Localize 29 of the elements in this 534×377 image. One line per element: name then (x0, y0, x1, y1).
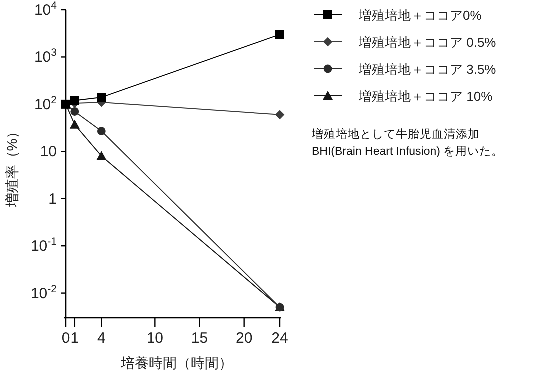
y-tick-label: 10$^{3}$ (34, 47, 58, 66)
point (96, 151, 107, 160)
legend-label: 増殖培地＋ココア 3.5% (358, 62, 497, 77)
point (275, 110, 285, 120)
point (276, 30, 284, 40)
x-tick-label: 1 (70, 330, 80, 347)
y-tick-label: 10$^{4}$ (34, 0, 58, 19)
x-tick-label: 15 (191, 330, 208, 347)
x-tick-label: 10 (146, 330, 164, 347)
point (70, 96, 80, 106)
point (70, 108, 80, 116)
point (97, 93, 106, 102)
point (70, 120, 80, 129)
point (97, 127, 106, 136)
y-tick-label: 10$^{-1}$ (30, 236, 58, 256)
legend-label: 増殖培地＋ココア 0.5% (358, 35, 497, 50)
legend-label: 増殖培地＋ココア 10% (358, 89, 494, 104)
y-tick-label: 1 (48, 190, 57, 208)
text: 増殖培地として牛胎児血清添加 BHI(Brain Heart Infusion) を用いた。 (312, 127, 505, 160)
x-tick-label: 0 (62, 330, 70, 347)
x-axis-title: 培養時間（時間） (120, 355, 233, 371)
y-tick-label: 10$^{2}$ (34, 94, 58, 114)
y-tick-label: 10 (40, 144, 57, 161)
x-tick-label: 20 (236, 330, 253, 347)
legend-label: 増殖培地＋ココア0% (358, 8, 482, 23)
x-tick-label: 4 (97, 330, 106, 347)
y-tick-label: 10$^{-2}$ (30, 283, 58, 302)
x-tick-label: 24 (272, 330, 288, 347)
y-axis-title: 増殖率（%） (4, 124, 20, 208)
